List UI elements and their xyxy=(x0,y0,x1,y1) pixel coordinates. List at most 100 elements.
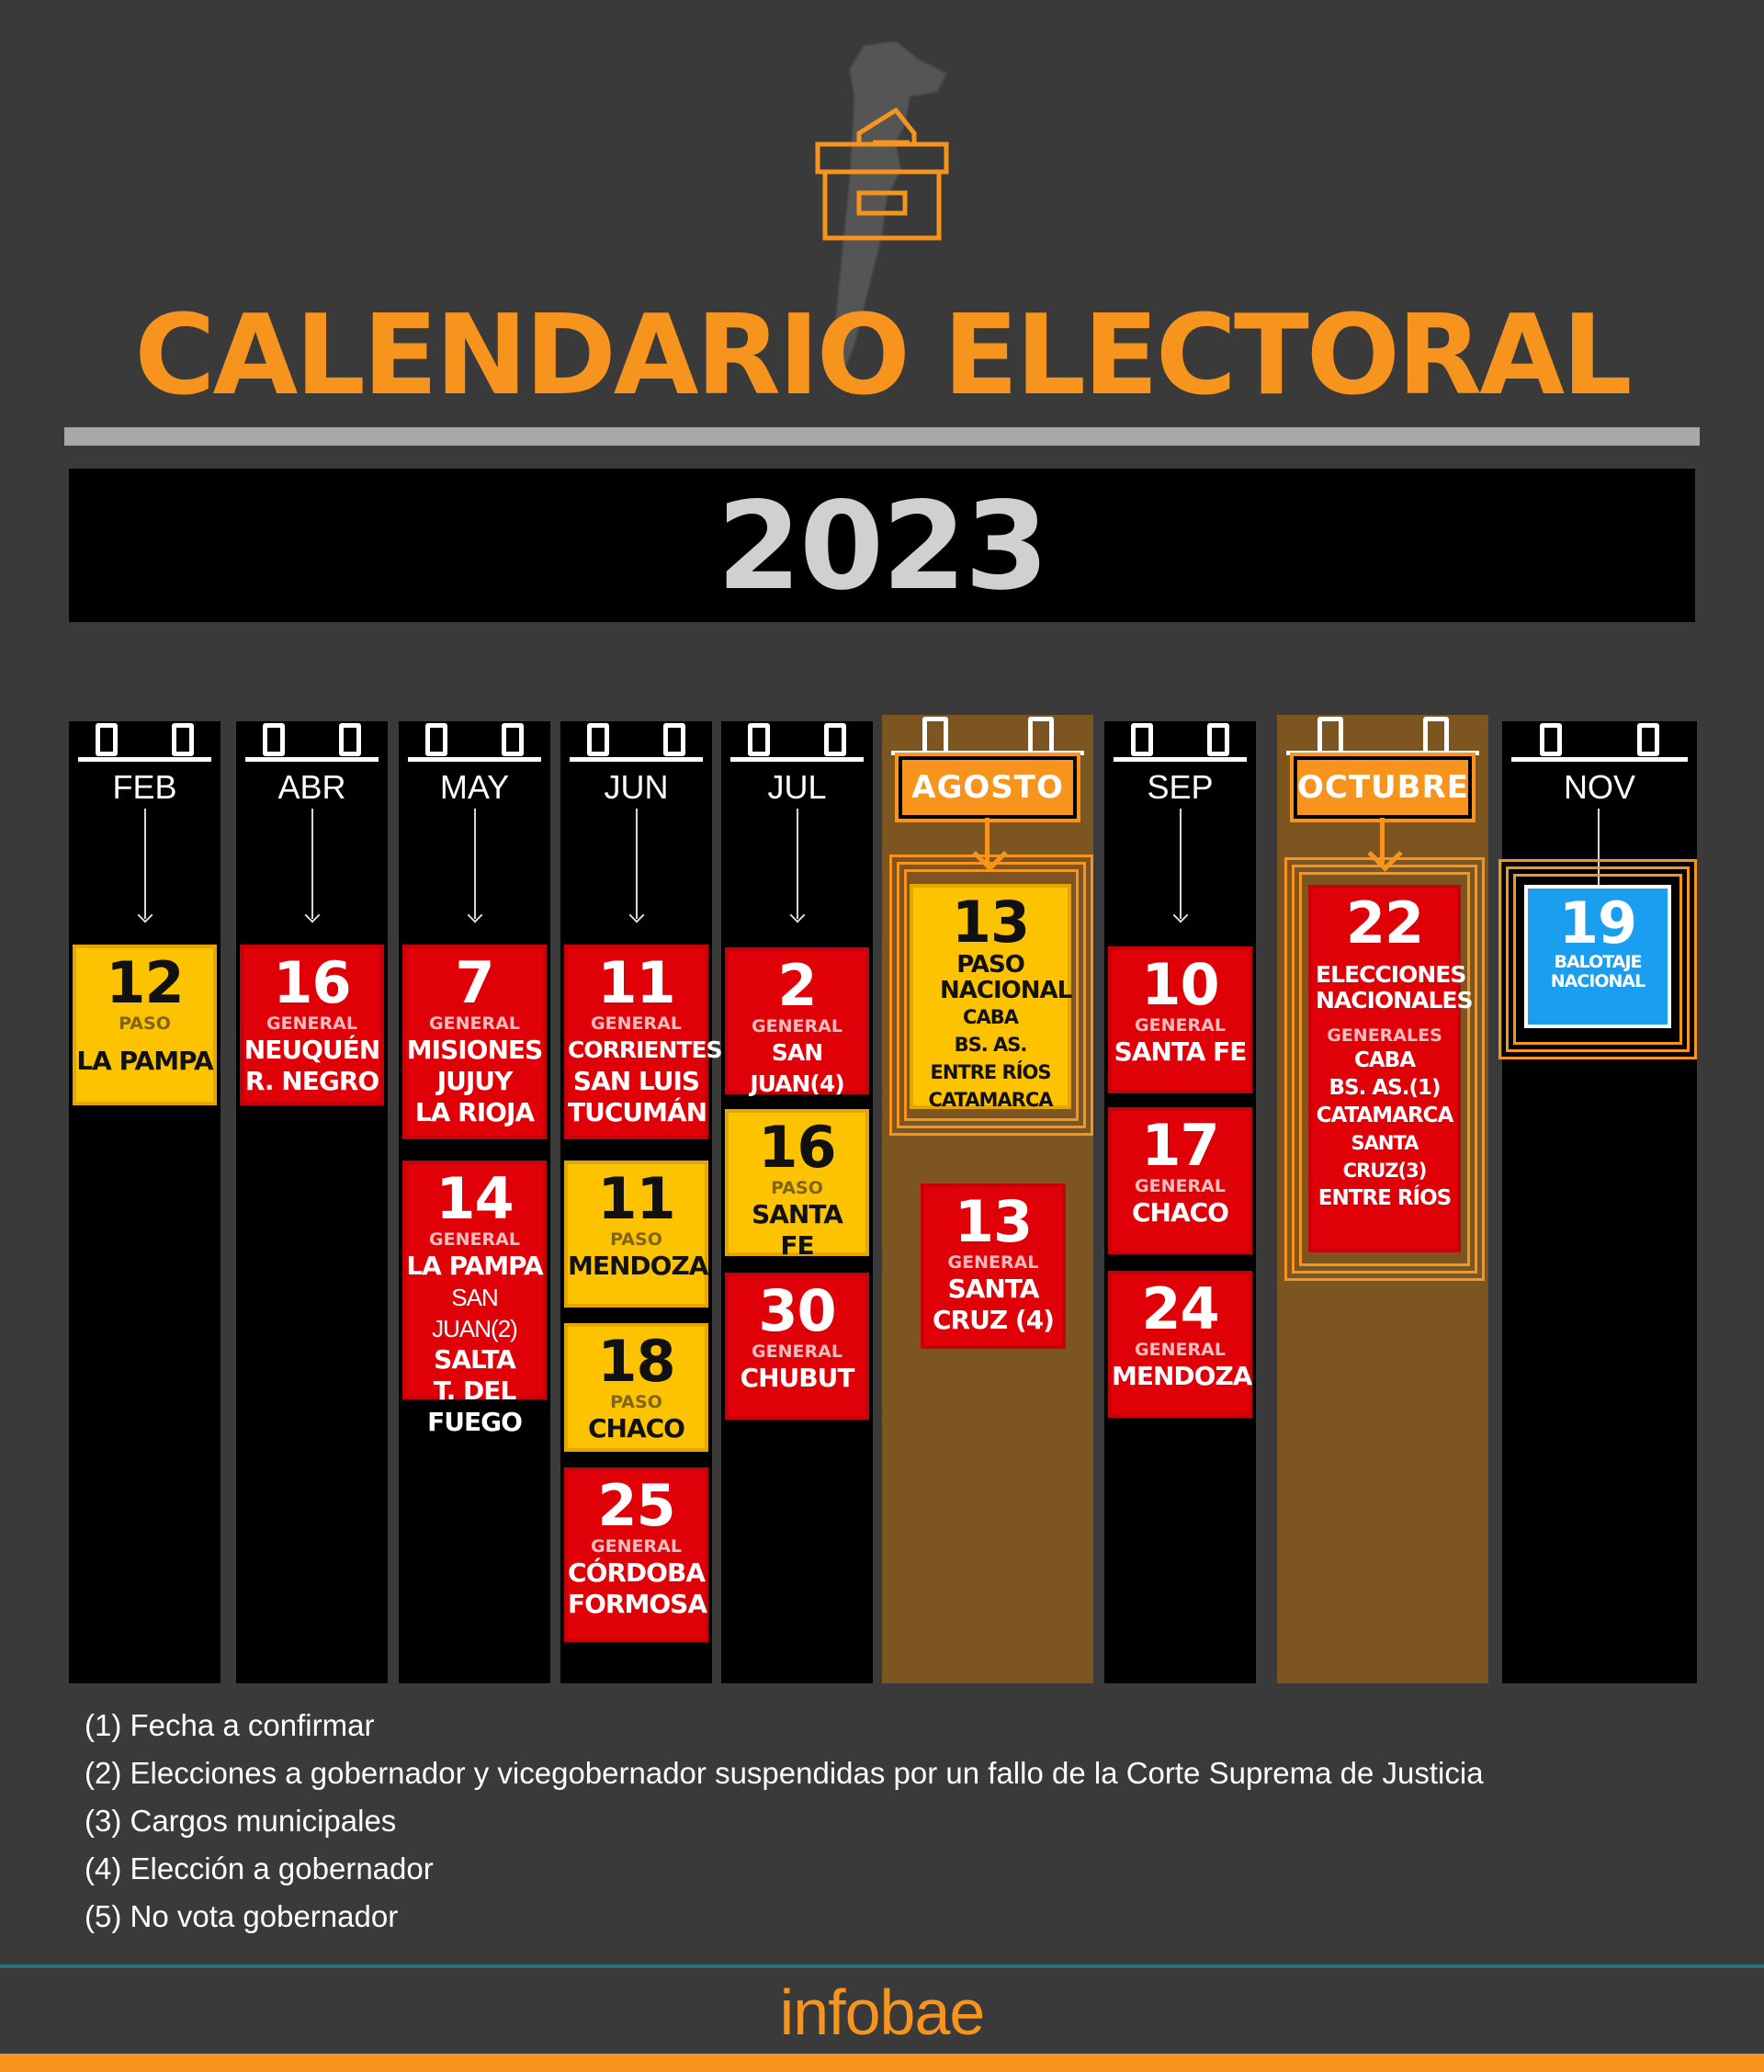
event-card: 16 GENERAL NEUQUÉN R. NEGRO xyxy=(240,945,384,1105)
event-day: 22 xyxy=(1345,889,1424,957)
month-column-nov: NOV 19 BALOTAJE NACIONAL xyxy=(1498,721,1697,1683)
down-arrow-icon xyxy=(636,809,638,919)
event-card: 30 GENERAL CHUBUT xyxy=(725,1273,869,1420)
event-type: BALOTAJE NACIONAL xyxy=(1550,952,1645,991)
event-day: 2 xyxy=(777,952,817,1019)
brand-logo: infobae xyxy=(779,1976,986,2048)
event-card: 7 GENERAL MISIONES JUJUY LA RIOJA xyxy=(402,945,547,1139)
page-title: CALENDARIO ELECTORAL xyxy=(134,292,1632,420)
divider xyxy=(0,1964,1764,1968)
event-day: 11 xyxy=(597,1165,675,1232)
event-place: LA PAMPA xyxy=(406,1251,543,1281)
event-card: 11 GENERAL CORRIENTES(5) SAN LUIS TUCUMÁ… xyxy=(564,945,757,1139)
event-type: GENERAL xyxy=(752,1016,842,1036)
event-card: 10 GENERAL SANTA FE xyxy=(1108,946,1252,1093)
event-card: 14 GENERAL LA PAMPA SAN JUAN(2) SALTA T.… xyxy=(402,1161,547,1437)
footnote: (2) Elecciones a gobernador y vicegobern… xyxy=(85,1756,1484,1790)
event-type: GENERAL xyxy=(429,1013,520,1034)
event-type: GENERAL xyxy=(1135,1015,1226,1036)
event-day: 16 xyxy=(273,949,351,1016)
event-place: CHACO xyxy=(587,1413,685,1444)
event-card: 11 PASO MENDOZA xyxy=(564,1161,708,1308)
event-place: SAN LUIS xyxy=(572,1066,700,1096)
month-column-jun: JUN 11 GENERAL CORRIENTES(5) SAN LUIS TU… xyxy=(560,721,757,1683)
event-day: 25 xyxy=(597,1472,675,1539)
event-place: R. NEGRO xyxy=(244,1066,379,1096)
event-place: FE xyxy=(780,1230,814,1261)
down-arrow-icon xyxy=(144,809,146,919)
event-place: CATAMARCA xyxy=(1316,1104,1454,1127)
down-arrow-icon xyxy=(797,809,798,919)
month-column-feb: FEB 12 PASO LA PAMPA xyxy=(69,721,220,1683)
event-day: 14 xyxy=(435,1165,514,1232)
event-place: MISIONES xyxy=(406,1035,543,1065)
event-place: FORMOSA xyxy=(568,1589,707,1619)
down-arrow-icon xyxy=(985,818,989,864)
event-card: 16 PASO SANTA FE xyxy=(725,1109,869,1261)
event-card: 17 GENERAL CHACO xyxy=(1108,1107,1252,1254)
month-label: MAY xyxy=(439,768,510,806)
event-place: LA PAMPA xyxy=(76,1046,213,1076)
month-label: OCTUBRE xyxy=(1294,756,1472,819)
month-column-agosto: AGOSTO 13 PASO NACIONAL CABA BS. AS. ENT… xyxy=(882,715,1093,1683)
event-day: 30 xyxy=(758,1277,836,1344)
event-type: GENERAL xyxy=(752,1342,842,1362)
highlight-frame xyxy=(1284,857,1485,1281)
event-type: ELECCIONES NACIONALES xyxy=(1316,961,1473,1013)
event-place: CÓRDOBA xyxy=(568,1557,706,1588)
footnote: (3) Cargos municipales xyxy=(85,1804,397,1838)
month-label: FEB xyxy=(112,768,177,806)
event-day: 7 xyxy=(455,949,494,1016)
event-day: 10 xyxy=(1141,951,1219,1018)
event-place: NEUQUÉN xyxy=(243,1035,380,1065)
footnote: (1) Fecha a confirmar xyxy=(85,1708,375,1742)
year-label: 2023 xyxy=(717,476,1048,617)
event-type: PASO xyxy=(610,1392,662,1412)
down-arrow-icon xyxy=(1180,809,1182,919)
month-column-sep: SEP 10 GENERAL SANTA FE 17 GENERAL CHACO… xyxy=(1104,721,1256,1683)
event-card: 2 GENERAL SAN JUAN(4) xyxy=(725,947,869,1097)
highlight-frame xyxy=(1498,859,1697,1059)
year-banner xyxy=(69,469,1695,622)
event-day: 19 xyxy=(1558,889,1637,957)
event-day: 13 xyxy=(954,1188,1033,1255)
event-card: 24 GENERAL MENDOZA xyxy=(1108,1271,1252,1418)
divider xyxy=(64,427,1700,446)
highlight-frame xyxy=(889,855,1093,1136)
event-place: BS. AS.(1) xyxy=(1329,1076,1442,1100)
event-place: SAN JUAN(4) xyxy=(750,1039,844,1097)
event-type: PASO xyxy=(771,1178,823,1198)
event-day: 12 xyxy=(106,949,184,1016)
event-type: GENERAL xyxy=(591,1536,682,1557)
event-place: ENTRE RÍOS xyxy=(930,1061,1051,1083)
event-card: 22 ELECCIONES NACIONALES GENERALES CABA … xyxy=(1308,885,1473,1252)
event-place: T. DEL FUEGO xyxy=(427,1376,523,1437)
month-label: SEP xyxy=(1147,768,1214,806)
event-card: 25 GENERAL CÓRDOBA FORMOSA xyxy=(564,1467,708,1642)
footnote: (4) Elección a gobernador xyxy=(85,1851,434,1885)
footnotes: (1) Fecha a confirmar (2) Elecciones a g… xyxy=(85,1702,1702,1941)
event-day: 24 xyxy=(1141,1275,1219,1342)
event-place: SANTA xyxy=(947,1274,1040,1304)
event-place: SAN JUAN(2) xyxy=(432,1284,518,1342)
event-place: CHUBUT xyxy=(740,1363,855,1393)
event-card: 13 PASO NACIONAL CABA BS. AS. ENTRE RÍOS… xyxy=(910,884,1072,1111)
down-arrow-icon xyxy=(311,809,313,919)
event-place: CATAMARCA xyxy=(928,1089,1054,1111)
event-place: CORRIENTES(5) xyxy=(568,1036,757,1063)
event-place: CRUZ (4) xyxy=(933,1305,1055,1335)
event-day: 13 xyxy=(951,889,1030,956)
event-card: 13 GENERAL SANTA CRUZ (4) xyxy=(921,1183,1066,1349)
event-type: GENERAL xyxy=(591,1013,682,1034)
event-type: GENERAL xyxy=(266,1013,357,1034)
month-label: NOV xyxy=(1563,768,1635,806)
event-type: PASO xyxy=(119,1013,171,1034)
event-place: CHACO xyxy=(1131,1197,1229,1228)
month-column-octubre: OCTUBRE 22 ELECCIONES NACIONALES GENERAL… xyxy=(1277,715,1488,1683)
event-type: PASO NACIONAL xyxy=(940,951,1072,1004)
event-place: SANTA FE xyxy=(1114,1036,1248,1067)
month-column-jul: JUL 2 GENERAL SAN JUAN(4) 16 PASO SANTA … xyxy=(721,721,873,1683)
ballot-box-icon xyxy=(815,107,949,241)
event-subtype: GENERALES xyxy=(1327,1025,1442,1046)
event-day: 16 xyxy=(758,1114,836,1181)
